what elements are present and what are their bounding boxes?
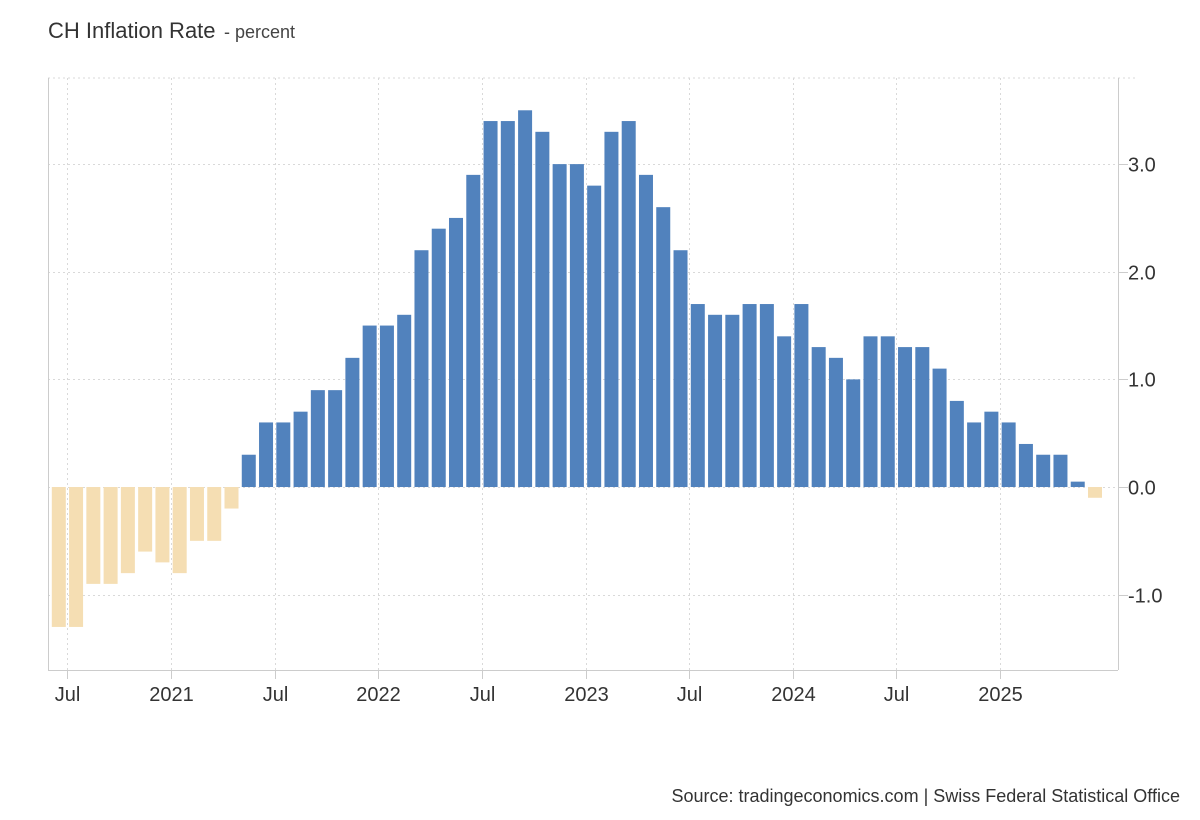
grid-layer xyxy=(48,77,1138,670)
bar-2024-04[interactable] xyxy=(846,379,861,488)
bar-2023-04[interactable] xyxy=(638,174,653,488)
bar-2023-05[interactable] xyxy=(656,207,671,488)
bar-2023-02[interactable] xyxy=(604,131,619,488)
chart-header: CH Inflation Rate - percent xyxy=(48,18,295,44)
bar-2024-02[interactable] xyxy=(811,347,826,488)
x-tick-label: 2023 xyxy=(564,684,609,706)
bar-2023-07[interactable] xyxy=(690,304,705,488)
bar-2024-01[interactable] xyxy=(794,304,809,488)
bar-2021-08[interactable] xyxy=(293,411,308,488)
bars-layer xyxy=(51,110,1102,627)
bar-2021-12[interactable] xyxy=(362,325,377,488)
bar-2024-06[interactable] xyxy=(880,336,895,488)
bar-2020-10[interactable] xyxy=(120,487,135,574)
bar-2024-10[interactable] xyxy=(949,400,964,488)
x-tick-label: Jul xyxy=(884,684,910,706)
bar-2024-09[interactable] xyxy=(932,368,947,488)
bar-2021-09[interactable] xyxy=(310,390,325,488)
bar-2022-03[interactable] xyxy=(414,250,429,488)
bar-2022-05[interactable] xyxy=(449,217,464,488)
bar-2022-11[interactable] xyxy=(552,164,567,488)
x-tick-label: Jul xyxy=(677,684,703,706)
bar-2025-05[interactable] xyxy=(1070,481,1085,488)
x-tick-label: 2022 xyxy=(356,684,401,706)
bar-2024-08[interactable] xyxy=(915,347,930,488)
bar-2022-04[interactable] xyxy=(431,228,446,488)
bar-2022-06[interactable] xyxy=(466,174,481,488)
bar-2023-10[interactable] xyxy=(742,304,757,488)
bar-2025-06[interactable] xyxy=(1088,487,1102,498)
x-tick-label: 2021 xyxy=(149,684,194,706)
bar-2021-01[interactable] xyxy=(172,487,187,574)
bar-2021-06[interactable] xyxy=(259,422,274,488)
x-tick-label: Jul xyxy=(55,684,81,706)
bar-2024-05[interactable] xyxy=(863,336,878,488)
bar-2022-09[interactable] xyxy=(518,110,533,488)
bar-2022-02[interactable] xyxy=(397,314,412,488)
bar-2024-03[interactable] xyxy=(828,357,843,488)
bar-2025-04[interactable] xyxy=(1053,454,1068,488)
bar-2021-03[interactable] xyxy=(207,487,222,541)
bar-2022-07[interactable] xyxy=(483,121,498,488)
bar-2023-01[interactable] xyxy=(587,185,602,488)
chart-subtitle: - percent xyxy=(223,22,296,42)
x-tick-label: Jul xyxy=(470,684,496,706)
y-tick-label: 0.0 xyxy=(1128,478,1156,500)
bar-2024-12[interactable] xyxy=(984,411,999,488)
chart-source: Source: tradingeconomics.com | Swiss Fed… xyxy=(671,786,1180,806)
bar-2021-07[interactable] xyxy=(276,422,291,488)
bar-2021-11[interactable] xyxy=(345,357,360,488)
chart-title: CH Inflation Rate xyxy=(48,18,216,43)
bar-2023-06[interactable] xyxy=(673,250,688,488)
x-tick-label: Jul xyxy=(263,684,289,706)
bar-2022-10[interactable] xyxy=(535,131,550,488)
bar-2024-11[interactable] xyxy=(967,422,982,488)
bar-2022-08[interactable] xyxy=(500,121,515,488)
bar-2024-07[interactable] xyxy=(898,347,913,488)
bar-2020-09[interactable] xyxy=(103,487,118,584)
bar-2021-04[interactable] xyxy=(224,487,239,509)
bar-2025-03[interactable] xyxy=(1036,454,1051,488)
y-tick-label: 1.0 xyxy=(1128,370,1156,392)
y-tick-label: 3.0 xyxy=(1128,155,1156,177)
bar-2021-02[interactable] xyxy=(189,487,204,541)
bar-2021-05[interactable] xyxy=(241,454,256,488)
bar-2020-11[interactable] xyxy=(138,487,153,552)
y-tick-label: 2.0 xyxy=(1128,263,1156,285)
bar-2025-02[interactable] xyxy=(1018,443,1033,488)
bar-2023-11[interactable] xyxy=(759,304,774,488)
x-tick-label: 2025 xyxy=(978,684,1023,706)
bar-2023-08[interactable] xyxy=(708,314,723,488)
bar-2020-12[interactable] xyxy=(155,487,170,563)
bar-2020-07[interactable] xyxy=(69,487,84,627)
x-tick-label: 2024 xyxy=(771,684,816,706)
bar-2023-09[interactable] xyxy=(725,314,740,488)
bar-2023-03[interactable] xyxy=(621,121,636,488)
bar-2021-10[interactable] xyxy=(328,390,343,488)
bar-2022-01[interactable] xyxy=(379,325,394,488)
bar-2025-01[interactable] xyxy=(1001,422,1016,488)
bar-2020-06[interactable] xyxy=(51,487,66,627)
bar-2023-12[interactable] xyxy=(777,336,792,488)
bar-2022-12[interactable] xyxy=(569,164,584,488)
axis-layer xyxy=(48,78,1128,679)
y-tick-label: -1.0 xyxy=(1128,586,1162,608)
bar-2020-08[interactable] xyxy=(86,487,101,584)
labels-layer: -1.0 0.0 1.0 2.0 3.0 Jul 2021 Jul 2022 Jul 2023 Jul… xyxy=(55,155,1163,707)
